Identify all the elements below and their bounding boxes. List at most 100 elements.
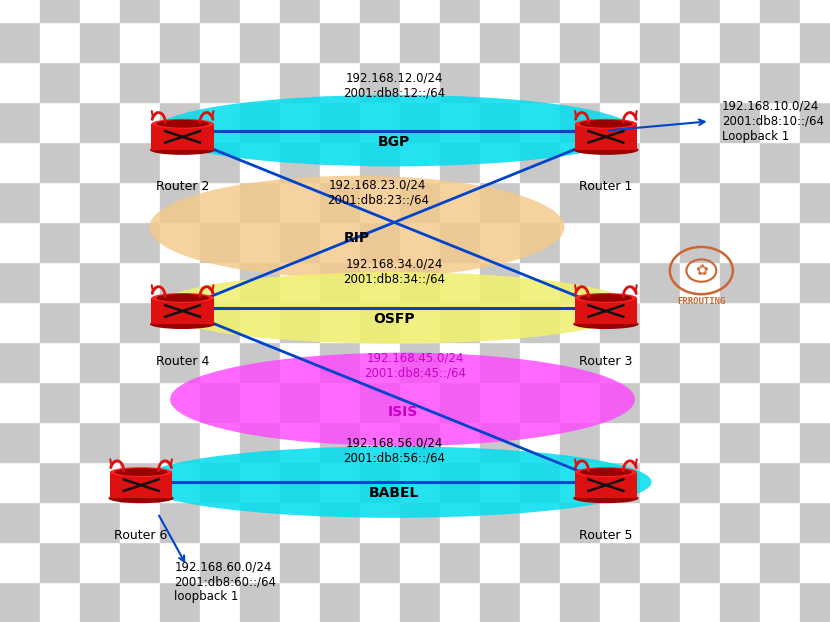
Bar <box>280 22 320 62</box>
Bar <box>40 382 80 422</box>
Bar <box>440 462 480 502</box>
Ellipse shape <box>579 294 632 302</box>
Bar <box>240 422 280 462</box>
Bar <box>400 382 440 422</box>
Bar <box>80 502 120 542</box>
Bar <box>800 102 830 142</box>
Bar <box>240 142 280 182</box>
Bar <box>120 342 160 382</box>
Bar <box>760 22 800 62</box>
Bar <box>440 382 480 422</box>
Bar <box>600 62 640 102</box>
Bar <box>640 22 680 62</box>
Bar <box>280 462 320 502</box>
Bar <box>640 142 680 182</box>
Bar <box>640 182 680 222</box>
Bar <box>280 502 320 542</box>
Bar <box>40 222 80 262</box>
Ellipse shape <box>579 468 632 476</box>
Bar <box>560 502 600 542</box>
Bar <box>360 422 400 462</box>
Bar <box>720 182 760 222</box>
Bar <box>400 142 440 182</box>
Bar <box>0 0 40 22</box>
Bar <box>160 342 200 382</box>
Bar <box>160 582 200 622</box>
Bar <box>560 302 600 342</box>
Bar <box>160 462 200 502</box>
Bar <box>40 342 80 382</box>
Bar <box>40 582 80 622</box>
Bar <box>360 222 400 262</box>
Bar <box>720 502 760 542</box>
Bar <box>480 262 520 302</box>
Bar <box>160 302 200 342</box>
Bar <box>0 342 40 382</box>
Bar <box>760 462 800 502</box>
Bar <box>680 102 720 142</box>
Ellipse shape <box>110 467 173 477</box>
Bar <box>680 462 720 502</box>
Bar <box>440 302 480 342</box>
Bar <box>280 62 320 102</box>
Bar <box>240 542 280 582</box>
Bar <box>320 0 360 22</box>
Bar <box>120 542 160 582</box>
Bar <box>200 422 240 462</box>
Bar <box>320 302 360 342</box>
Bar <box>600 302 640 342</box>
Bar <box>80 182 120 222</box>
Bar <box>680 22 720 62</box>
Bar <box>280 262 320 302</box>
Bar <box>360 262 400 302</box>
Bar <box>600 142 640 182</box>
Bar <box>440 222 480 262</box>
Bar <box>240 182 280 222</box>
Bar <box>560 422 600 462</box>
Bar <box>640 382 680 422</box>
Bar <box>680 542 720 582</box>
Text: Router 6: Router 6 <box>115 529 168 542</box>
Bar <box>720 62 760 102</box>
Bar <box>80 342 120 382</box>
Ellipse shape <box>574 145 638 155</box>
Bar <box>0 62 40 102</box>
Bar <box>480 382 520 422</box>
Bar <box>80 422 120 462</box>
Bar <box>280 422 320 462</box>
Bar <box>640 62 680 102</box>
Bar <box>0 102 40 142</box>
Bar <box>520 222 560 262</box>
Bar <box>0 422 40 462</box>
Bar <box>640 582 680 622</box>
Bar <box>520 62 560 102</box>
Bar <box>760 582 800 622</box>
Bar <box>560 462 600 502</box>
Bar <box>680 382 720 422</box>
Bar <box>760 422 800 462</box>
Bar <box>520 422 560 462</box>
Bar <box>160 422 200 462</box>
Text: OSFP: OSFP <box>374 312 415 326</box>
Bar <box>80 222 120 262</box>
Bar <box>160 102 200 142</box>
Bar <box>200 222 240 262</box>
Bar <box>520 462 560 502</box>
Bar <box>160 502 200 542</box>
Bar <box>720 262 760 302</box>
Bar <box>680 422 720 462</box>
Ellipse shape <box>156 294 209 302</box>
Text: 192.168.34.0/24
2001:db8:34::/64: 192.168.34.0/24 2001:db8:34::/64 <box>344 258 445 286</box>
Bar <box>720 22 760 62</box>
Bar <box>0 462 40 502</box>
Bar <box>480 142 520 182</box>
Bar <box>320 222 360 262</box>
Ellipse shape <box>152 119 214 129</box>
Bar <box>320 582 360 622</box>
Bar <box>640 502 680 542</box>
Bar <box>480 22 520 62</box>
Bar <box>40 502 80 542</box>
Bar <box>520 102 560 142</box>
Bar <box>400 62 440 102</box>
Bar <box>80 542 120 582</box>
